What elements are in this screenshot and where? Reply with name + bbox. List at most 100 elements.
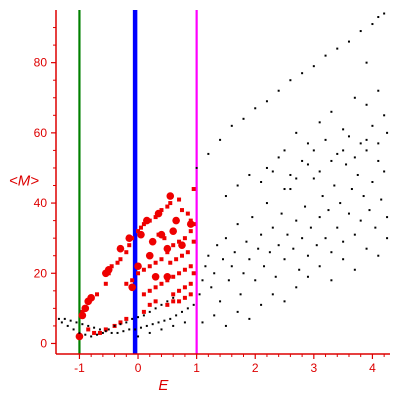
data-point	[224, 195, 227, 198]
data-point	[118, 320, 123, 325]
data-point	[306, 142, 309, 145]
data-point	[283, 300, 286, 303]
data-point	[171, 243, 176, 248]
data-point	[188, 281, 193, 286]
data-point	[86, 327, 91, 332]
data-point	[207, 152, 210, 155]
data-point	[377, 254, 380, 257]
data-point	[265, 166, 268, 169]
data-point	[324, 138, 327, 141]
data-point	[177, 288, 182, 293]
data-point-large	[154, 209, 163, 218]
data-point	[163, 319, 166, 322]
data-point-large	[134, 262, 142, 271]
vertical-lines	[78, 10, 198, 354]
series-layer	[57, 12, 389, 341]
data-point	[306, 275, 309, 278]
data-point	[92, 330, 97, 335]
data-point	[134, 328, 137, 331]
data-point	[386, 237, 389, 240]
data-point	[151, 323, 154, 326]
data-point	[122, 330, 125, 333]
data-point	[236, 223, 239, 226]
data-point	[315, 244, 318, 247]
data-point-large	[186, 220, 195, 228]
data-point	[104, 330, 107, 333]
y-tick-label: 80	[34, 56, 48, 70]
data-point	[168, 260, 173, 265]
data-point	[180, 310, 183, 313]
data-point	[224, 237, 227, 240]
data-point	[347, 40, 350, 43]
data-point	[277, 89, 280, 92]
data-point	[239, 293, 242, 296]
data-point	[324, 54, 327, 57]
data-point	[138, 225, 143, 230]
data-point	[356, 173, 359, 176]
data-point	[166, 300, 169, 303]
data-point	[160, 328, 163, 331]
data-point-large	[163, 272, 172, 281]
data-point	[271, 293, 274, 296]
data-point	[157, 321, 160, 324]
data-point	[118, 257, 123, 262]
data-point	[386, 131, 389, 134]
data-point-large	[169, 227, 177, 235]
x-tick-label: 2	[252, 361, 259, 375]
data-point-large	[151, 272, 160, 281]
data-point-large	[81, 304, 90, 313]
data-point	[188, 264, 193, 269]
data-point	[304, 205, 307, 208]
data-point	[342, 149, 345, 152]
data-point-large	[157, 230, 166, 239]
data-point	[110, 331, 113, 334]
data-point	[222, 258, 224, 261]
data-point	[153, 285, 158, 290]
data-point	[327, 209, 330, 212]
data-point	[383, 170, 386, 173]
data-point	[124, 250, 129, 255]
data-point-large	[137, 230, 145, 239]
data-point	[141, 222, 146, 227]
x-axis-label: E	[158, 377, 169, 394]
data-point	[274, 275, 277, 278]
data-point-large	[163, 244, 172, 253]
data-point	[175, 314, 178, 317]
data-point	[103, 281, 108, 286]
data-point-large	[172, 216, 180, 225]
data-point	[365, 61, 368, 64]
data-point	[179, 208, 184, 213]
data-point	[336, 226, 339, 229]
data-point	[192, 303, 195, 306]
data-point	[66, 324, 69, 327]
data-point	[147, 264, 152, 269]
data-point	[301, 72, 304, 75]
data-point	[377, 159, 380, 162]
data-point	[295, 131, 298, 134]
data-point	[283, 258, 286, 261]
data-point	[318, 121, 321, 124]
data-point	[185, 211, 190, 216]
data-point	[185, 250, 190, 255]
data-point	[318, 216, 321, 219]
data-point	[353, 268, 356, 271]
data-point	[128, 328, 131, 331]
x-tick-label: -1	[74, 361, 85, 375]
data-point	[277, 156, 280, 159]
data-point	[371, 181, 374, 183]
data-point	[171, 274, 176, 279]
data-point	[321, 195, 324, 198]
data-point	[124, 281, 129, 286]
y-axis-label: <M>	[9, 173, 39, 190]
data-point	[365, 138, 368, 141]
data-point	[147, 302, 152, 307]
data-point	[353, 96, 356, 99]
data-point	[330, 279, 333, 282]
data-point	[207, 254, 210, 257]
data-point	[160, 303, 163, 306]
data-point	[289, 188, 292, 191]
data-point	[60, 321, 63, 324]
data-point	[182, 295, 187, 300]
data-point	[245, 240, 248, 243]
data-point	[148, 310, 151, 313]
